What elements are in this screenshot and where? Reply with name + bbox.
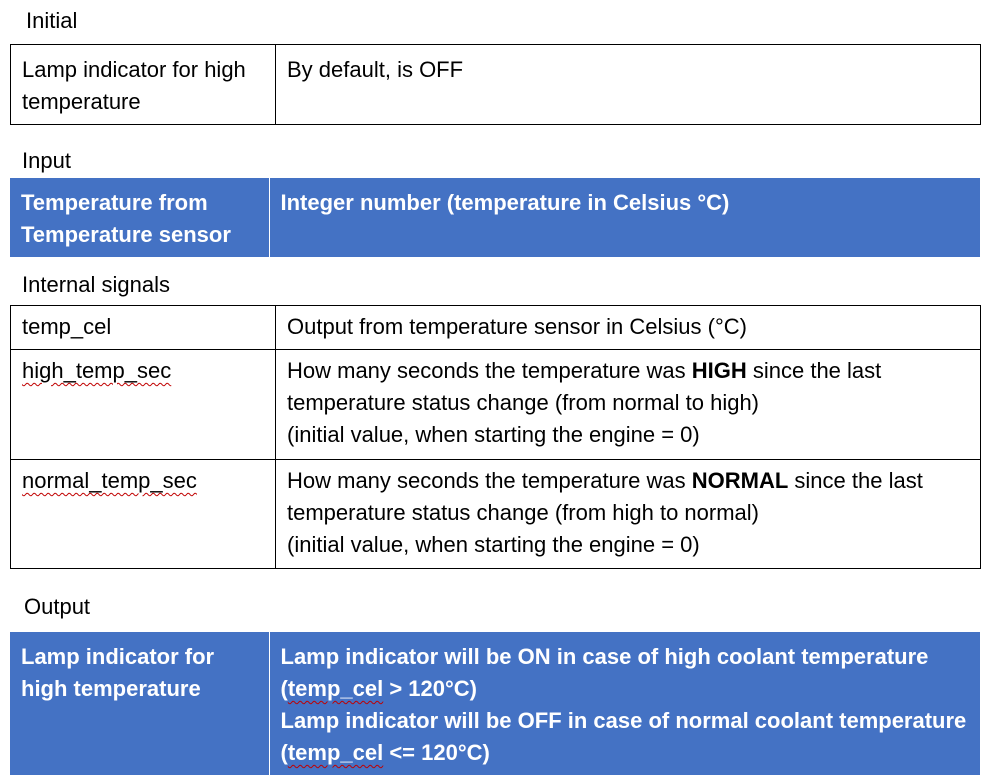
description-emphasis: NORMAL: [691, 468, 789, 493]
signal-description-cell: Integer number (temperature in Celsius °…: [268, 177, 980, 258]
signal-name-cell: Temperature from Temperature sensor: [10, 177, 270, 258]
signal-name-cell: normal_temp_sec: [10, 459, 276, 569]
table-row: Temperature from Temperature sensor Inte…: [10, 177, 980, 258]
table-row: temp_cel Output from temperature sensor …: [10, 305, 981, 350]
condition-text: Lamp indicator will be ON in case of hig…: [280, 644, 929, 701]
section-heading-output: Output: [24, 594, 91, 619]
description-text: since the last temperature status change…: [287, 358, 882, 415]
table-row: high_temp_sec How many seconds the tempe…: [10, 349, 981, 460]
description-note: (initial value, when starting the engine…: [287, 532, 700, 557]
signal-description-cell: Output from temperature sensor in Celsiu…: [275, 305, 981, 350]
description-note: (initial value, when starting the engine…: [287, 422, 700, 447]
signal-name-cell: temp_cel: [10, 305, 276, 350]
signal-description-cell: By default, is OFF: [275, 44, 981, 125]
table-row: Lamp indicator for high temperature Lamp…: [10, 631, 980, 776]
signal-name-cell: high_temp_sec: [10, 349, 276, 460]
output-table: Lamp indicator for high temperature Lamp…: [10, 631, 980, 776]
condition-text: <= 120°C): [383, 740, 490, 765]
initial-table: Lamp indicator for high temperature By d…: [10, 44, 981, 125]
input-table: Temperature from Temperature sensor Inte…: [10, 177, 980, 258]
section-heading-input: Input: [22, 148, 71, 173]
signal-name-cell: Lamp indicator for high temperature: [10, 631, 270, 776]
signal-name-cell: Lamp indicator for high temperature: [10, 44, 276, 125]
condition-text: Lamp indicator will be OFF in case of no…: [280, 708, 967, 765]
section-heading-internal-signals: Internal signals: [22, 272, 170, 297]
internal-signals-table: temp_cel Output from temperature sensor …: [10, 305, 981, 569]
output-condition-off: Lamp indicator will be OFF in case of no…: [281, 705, 970, 769]
description-emphasis: HIGH: [691, 358, 747, 383]
table-row: normal_temp_sec How many seconds the tem…: [10, 459, 981, 569]
signal-description-cell: How many seconds the temperature was NOR…: [275, 459, 981, 569]
signal-name: high_temp_sec: [22, 358, 172, 383]
table-row: Lamp indicator for high temperature By d…: [10, 44, 981, 125]
signal-description-cell: How many seconds the temperature was HIG…: [275, 349, 981, 460]
description-text: How many seconds the temperature was: [287, 358, 692, 383]
condition-text: > 120°C): [383, 676, 478, 701]
variable-name: temp_cel: [287, 676, 384, 701]
description-text: since the last temperature status change…: [287, 468, 923, 525]
signal-name: normal_temp_sec: [22, 468, 197, 493]
description-text: How many seconds the temperature was: [287, 468, 692, 493]
output-condition-on: Lamp indicator will be ON in case of hig…: [281, 641, 970, 705]
variable-name: temp_cel: [287, 740, 384, 765]
signal-description-cell: Lamp indicator will be ON in case of hig…: [268, 631, 980, 776]
section-heading-initial: Initial: [26, 8, 78, 33]
